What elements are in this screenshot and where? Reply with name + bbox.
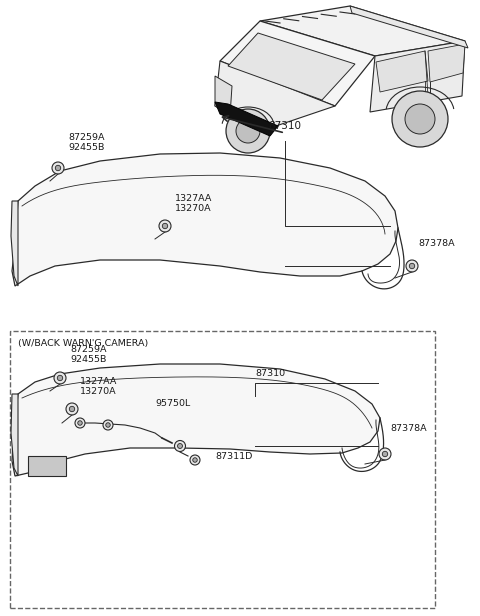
Text: 92455B: 92455B — [68, 143, 104, 152]
Circle shape — [382, 452, 388, 456]
Polygon shape — [12, 153, 398, 286]
Text: 87378A: 87378A — [390, 424, 427, 433]
Circle shape — [392, 91, 448, 147]
Polygon shape — [11, 394, 18, 476]
Text: 87378A: 87378A — [418, 239, 455, 248]
Polygon shape — [260, 6, 465, 56]
Circle shape — [379, 448, 391, 460]
Circle shape — [103, 420, 113, 430]
Text: 92455B: 92455B — [70, 355, 107, 364]
Text: (W/BACK WARN'G CAMERA): (W/BACK WARN'G CAMERA) — [18, 339, 148, 348]
Circle shape — [226, 109, 270, 153]
Text: 87310: 87310 — [255, 369, 285, 378]
Circle shape — [190, 455, 200, 465]
Polygon shape — [228, 33, 355, 100]
Text: 87259A: 87259A — [70, 345, 107, 354]
Polygon shape — [215, 61, 335, 128]
Circle shape — [236, 119, 260, 143]
Polygon shape — [370, 41, 465, 112]
Circle shape — [52, 162, 64, 174]
Circle shape — [106, 423, 110, 428]
Circle shape — [178, 444, 182, 448]
Circle shape — [69, 407, 75, 411]
Circle shape — [57, 375, 63, 381]
Circle shape — [159, 220, 171, 232]
Circle shape — [78, 421, 82, 425]
Text: 1327AA: 1327AA — [175, 194, 212, 203]
Circle shape — [162, 223, 168, 229]
Polygon shape — [220, 21, 375, 106]
Text: 1327AA: 1327AA — [80, 377, 118, 386]
Text: 87259A: 87259A — [68, 133, 105, 142]
Polygon shape — [215, 102, 278, 136]
Polygon shape — [428, 44, 465, 82]
Polygon shape — [350, 6, 468, 48]
Polygon shape — [215, 76, 232, 116]
Circle shape — [193, 458, 197, 462]
Circle shape — [54, 372, 66, 384]
Circle shape — [405, 104, 435, 134]
Polygon shape — [376, 51, 428, 92]
Circle shape — [55, 165, 60, 171]
Polygon shape — [12, 364, 380, 476]
Text: 87311D: 87311D — [215, 452, 252, 461]
Circle shape — [66, 403, 78, 415]
Circle shape — [75, 418, 85, 428]
Circle shape — [409, 263, 415, 269]
Bar — [28, 456, 66, 476]
Text: 95750L: 95750L — [155, 399, 190, 408]
Circle shape — [175, 440, 185, 452]
Text: 13270A: 13270A — [80, 387, 117, 396]
Text: 87310: 87310 — [268, 121, 301, 131]
Polygon shape — [11, 201, 18, 286]
Bar — [10, 331, 435, 608]
Text: 13270A: 13270A — [175, 204, 212, 213]
Circle shape — [406, 260, 418, 272]
